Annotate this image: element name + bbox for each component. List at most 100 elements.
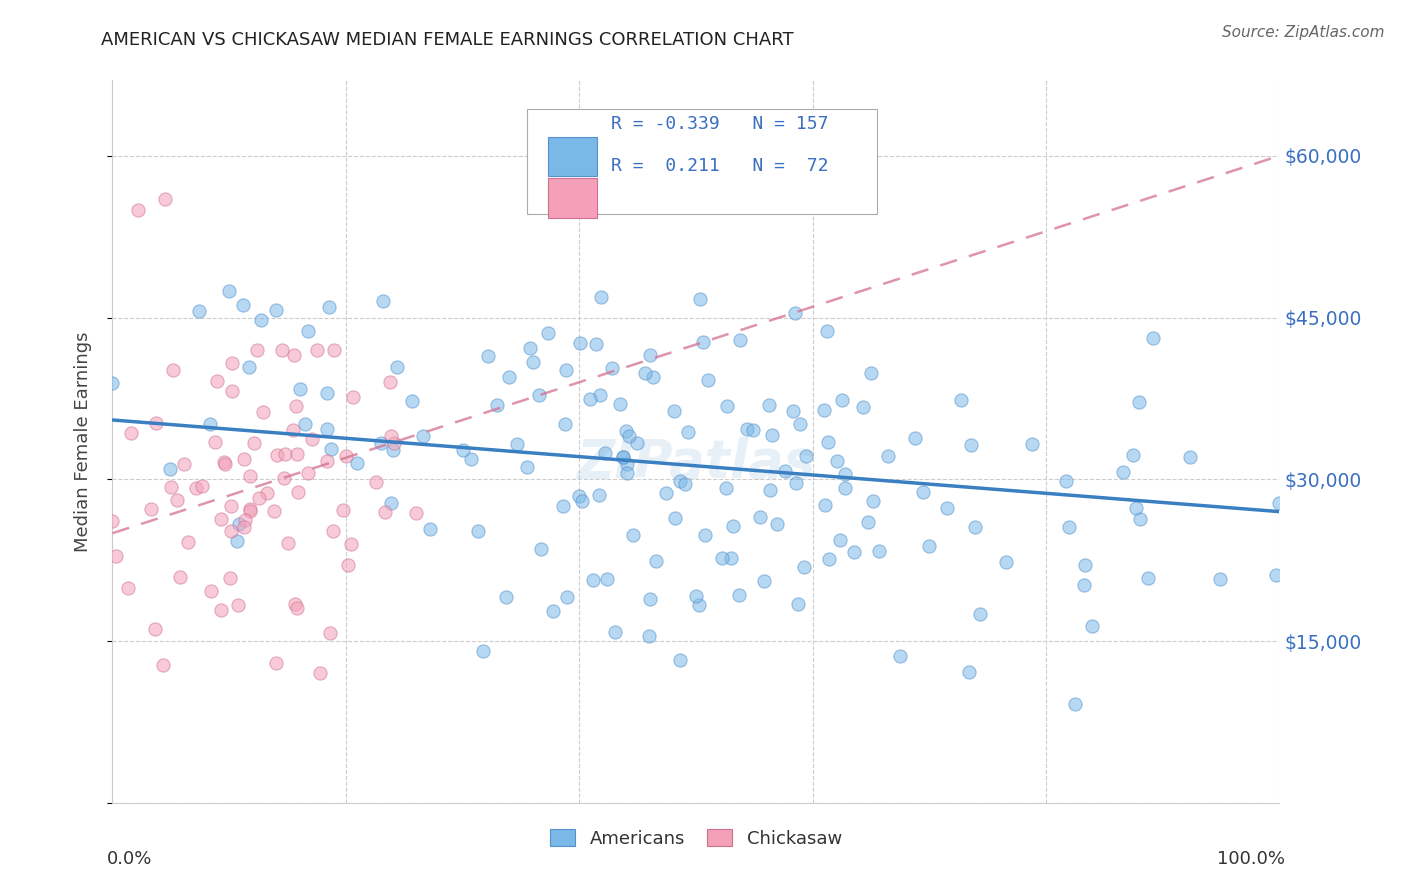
- Point: [342, 390, 364, 404]
- Point: [477, 349, 499, 363]
- Point: [567, 489, 589, 503]
- Point: [284, 597, 307, 611]
- Point: [117, 581, 139, 595]
- Text: 0.0%: 0.0%: [107, 850, 152, 868]
- Point: [749, 509, 772, 524]
- Point: [226, 598, 249, 612]
- Point: [643, 369, 665, 384]
- Point: [419, 522, 441, 536]
- Point: [498, 370, 520, 384]
- Point: [949, 393, 972, 408]
- Point: [852, 400, 875, 414]
- Point: [285, 446, 308, 460]
- Point: [120, 426, 142, 441]
- Point: [506, 437, 529, 451]
- Point: [321, 442, 343, 456]
- Point: [143, 622, 166, 636]
- Point: [451, 443, 474, 458]
- Point: [830, 533, 852, 548]
- Legend: Americans, Chickasaw: Americans, Chickasaw: [543, 822, 849, 855]
- Point: [1054, 474, 1077, 488]
- Point: [695, 528, 717, 542]
- Y-axis label: Median Female Earnings: Median Female Earnings: [73, 331, 91, 552]
- Point: [527, 387, 550, 401]
- Point: [301, 432, 323, 446]
- Text: 100.0%: 100.0%: [1218, 850, 1285, 868]
- Point: [759, 483, 782, 497]
- Point: [221, 524, 243, 539]
- Point: [616, 466, 638, 480]
- Point: [318, 301, 340, 315]
- Point: [162, 363, 184, 377]
- Point: [735, 422, 758, 436]
- Point: [232, 520, 254, 534]
- Point: [814, 498, 837, 512]
- Point: [238, 360, 260, 375]
- Point: [221, 384, 243, 399]
- Point: [337, 558, 360, 572]
- Point: [316, 386, 339, 401]
- Point: [290, 382, 312, 396]
- Point: [1129, 512, 1152, 526]
- Point: [153, 192, 176, 206]
- Point: [101, 514, 124, 528]
- Point: [593, 446, 616, 460]
- Point: [219, 571, 242, 585]
- Point: [382, 442, 405, 457]
- Point: [553, 499, 575, 513]
- Point: [380, 495, 402, 509]
- Point: [612, 450, 634, 464]
- Text: R = -0.339   N = 157: R = -0.339 N = 157: [610, 115, 828, 133]
- Point: [761, 427, 783, 442]
- Point: [571, 493, 593, 508]
- Point: [785, 475, 807, 490]
- Point: [486, 398, 509, 412]
- Point: [789, 417, 811, 431]
- Point: [382, 435, 405, 450]
- Point: [385, 360, 408, 375]
- Point: [283, 423, 305, 437]
- Point: [1180, 450, 1202, 465]
- Point: [405, 506, 427, 520]
- Point: [711, 551, 734, 566]
- Point: [773, 464, 796, 478]
- Point: [252, 405, 274, 419]
- Point: [287, 485, 309, 500]
- Point: [644, 554, 666, 568]
- Point: [495, 591, 517, 605]
- Point: [226, 533, 249, 548]
- Point: [911, 484, 934, 499]
- Point: [543, 604, 565, 618]
- Point: [284, 400, 307, 414]
- Point: [285, 601, 308, 615]
- FancyBboxPatch shape: [548, 136, 596, 177]
- Point: [522, 355, 544, 369]
- Point: [963, 520, 986, 534]
- Point: [817, 434, 839, 449]
- Point: [537, 326, 560, 340]
- Point: [221, 356, 243, 370]
- Point: [831, 392, 853, 407]
- Point: [127, 202, 149, 217]
- Point: [374, 505, 396, 519]
- Point: [957, 665, 980, 680]
- Point: [187, 303, 209, 318]
- Point: [380, 428, 402, 442]
- Point: [264, 303, 287, 318]
- Point: [728, 334, 751, 348]
- Point: [1112, 465, 1135, 479]
- Point: [1209, 572, 1232, 586]
- Point: [1081, 619, 1104, 633]
- Point: [339, 537, 361, 551]
- Point: [307, 343, 329, 357]
- Point: [246, 343, 269, 357]
- Point: [273, 471, 295, 485]
- Text: R =  0.211   N =  72: R = 0.211 N = 72: [610, 156, 828, 175]
- Point: [654, 486, 676, 500]
- Point: [139, 502, 162, 516]
- Point: [904, 431, 927, 445]
- Point: [101, 376, 124, 390]
- Point: [371, 293, 394, 308]
- Point: [471, 644, 494, 658]
- Point: [1122, 448, 1144, 462]
